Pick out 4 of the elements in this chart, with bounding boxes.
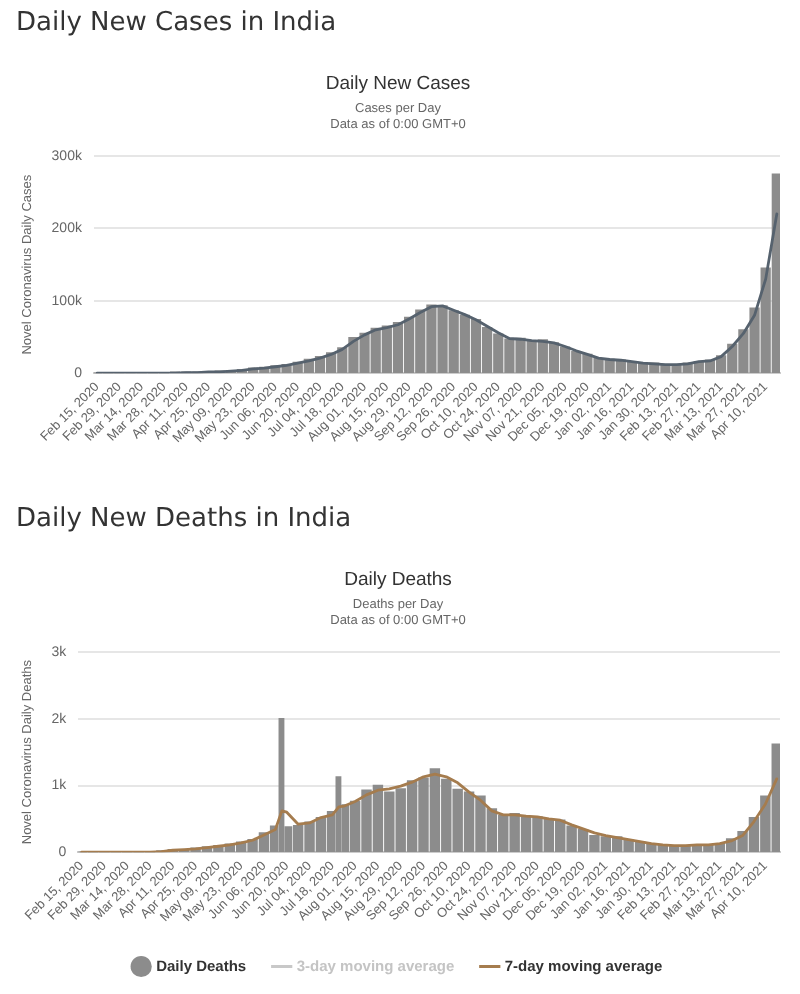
chart-title: Daily Deaths [344, 568, 453, 591]
chart-title: Daily New Cases [325, 72, 471, 95]
text: Daily New Deaths in India [14, 502, 354, 538]
text: Daily New Cases in India [14, 6, 339, 42]
